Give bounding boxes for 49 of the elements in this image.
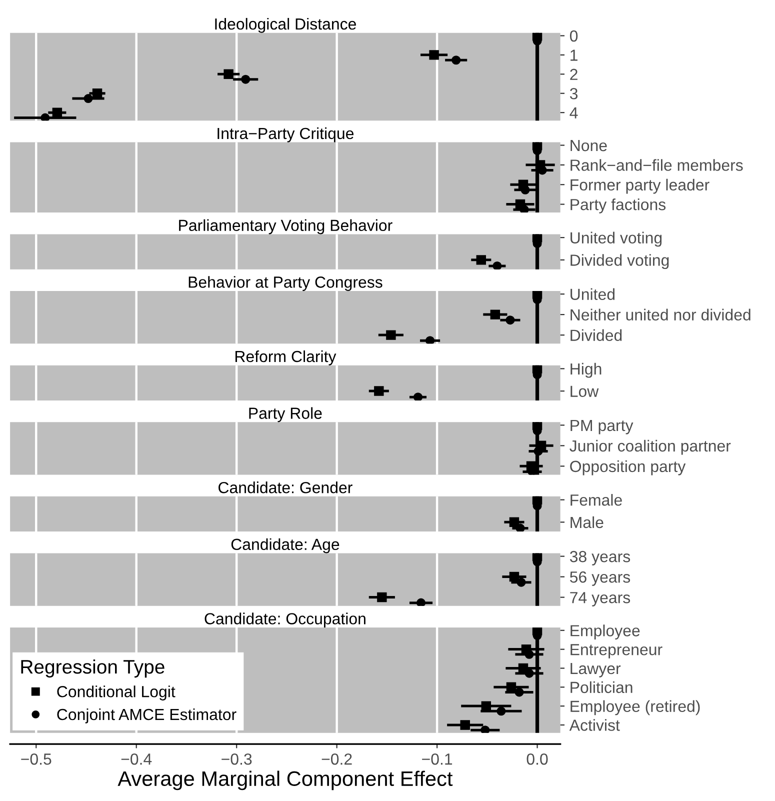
chart-title: Ideological Distance xyxy=(215,18,356,33)
y-tick-label: Activist xyxy=(569,719,620,731)
y-tick-label: PM party xyxy=(570,420,634,434)
x-tick-label: −0.1 xyxy=(422,753,452,765)
chart-title: Behavior at Party Congress xyxy=(188,276,382,291)
y-tick-label: Rank−and−file members xyxy=(570,159,743,171)
y-tick-label: Opposition party xyxy=(570,460,686,476)
x-tick-label: −0.2 xyxy=(322,753,352,765)
x-tick-label: 0.0 xyxy=(526,753,548,765)
y-tick-label: 0 xyxy=(570,30,578,42)
y-tick-label: 3 xyxy=(570,88,578,100)
y-tick-label: 56 years xyxy=(570,571,630,586)
y-tick-label: 1 xyxy=(570,50,578,61)
y-tick-label: Former party leader xyxy=(570,178,710,194)
y-tick-label: Entrepreneur xyxy=(570,644,662,658)
x-tick-label: −0.3 xyxy=(222,753,252,765)
y-tick-label: 38 years xyxy=(570,550,630,566)
legend-label: Conjoint AMCE Estimator xyxy=(57,708,236,724)
x-tick-label: −0.5 xyxy=(21,753,52,765)
y-tick-label: Lawyer xyxy=(570,663,621,678)
y-tick-label: Divided voting xyxy=(570,254,669,270)
y-tick-label: Junior coalition partner xyxy=(570,440,731,455)
y-tick-label: Male xyxy=(570,516,604,528)
y-tick-label: Politician xyxy=(570,681,632,694)
y-tick-label: Employee xyxy=(570,624,640,640)
chart-title: Intra−Party Critique xyxy=(218,127,354,142)
y-tick-label: 74 years xyxy=(570,592,630,606)
y-tick-label: Low xyxy=(570,386,599,397)
y-tick-label: None xyxy=(570,140,607,152)
x-axis-title: Average Marginal Component Effect xyxy=(118,770,453,790)
chart-title: Reform Clarity xyxy=(235,350,336,366)
y-tick-label: Neither united nor divided xyxy=(570,308,750,320)
legend-label: Conditional Logit xyxy=(57,686,176,700)
legend-title: Regression Type xyxy=(21,659,164,678)
y-tick-label: Divided xyxy=(570,329,622,341)
y-tick-label: High xyxy=(570,362,602,378)
y-tick-label: United voting xyxy=(570,232,662,247)
chart-title: Candidate: Gender xyxy=(218,482,352,494)
y-tick-label: United xyxy=(570,288,614,300)
y-tick-label: Female xyxy=(570,494,622,506)
x-tick-label: −0.4 xyxy=(121,753,152,765)
y-tick-label: 4 xyxy=(570,107,578,118)
y-tick-label: Employee (retired) xyxy=(570,700,700,716)
chart-title: Candidate: Age xyxy=(231,538,340,554)
chart-title: Candidate: Occupation xyxy=(204,612,366,628)
chart-title: Parliamentary Voting Behavior xyxy=(179,219,392,234)
y-tick-label: 2 xyxy=(570,68,578,80)
y-tick-label: Party factions xyxy=(570,198,666,214)
chart-title: Party Role xyxy=(249,407,322,422)
